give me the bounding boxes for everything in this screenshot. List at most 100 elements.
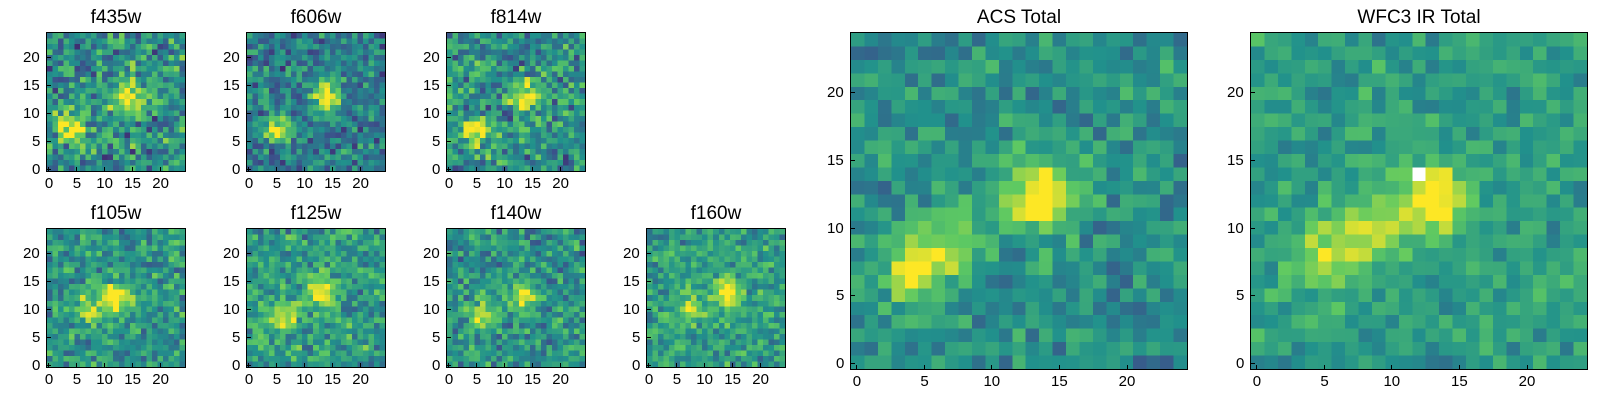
x-tick-mark <box>504 167 506 172</box>
x-tick-label: 15 <box>524 371 541 388</box>
y-tick-label: 15 <box>1227 151 1244 169</box>
y-tick-mark <box>446 140 451 142</box>
x-tick-mark <box>276 363 278 368</box>
y-tick-mark <box>246 364 251 366</box>
x-tick-label: 10 <box>496 371 513 388</box>
y-tick-label: 0 <box>32 160 41 178</box>
heatmap-image <box>246 32 386 172</box>
y-tick-mark <box>850 159 855 161</box>
x-tick-mark <box>1391 365 1393 370</box>
x-tick-label: 10 <box>296 175 313 192</box>
y-tick-mark <box>446 336 451 338</box>
x-tick-mark <box>304 363 306 368</box>
y-tick-mark <box>46 336 51 338</box>
x-tick-mark <box>1059 365 1061 370</box>
y-tick-label: 5 <box>432 328 441 346</box>
x-tick-label: 10 <box>496 175 513 192</box>
y-tick-mark <box>246 56 251 58</box>
y-tick-mark <box>246 168 251 170</box>
y-tick-mark <box>46 308 51 310</box>
x-tick-mark <box>360 167 362 172</box>
y-tick-label: 20 <box>423 48 440 66</box>
x-tick-mark <box>923 365 925 370</box>
x-tick-mark <box>732 363 734 368</box>
x-tick-label: 20 <box>752 371 769 388</box>
panel-f160w: f160w 0 5 10 15 20 0 5 10 15 20 <box>623 203 786 387</box>
x-tick-mark <box>160 167 162 172</box>
heatmap-image <box>446 32 586 172</box>
x-tick-label: 5 <box>72 175 82 192</box>
panel-title: f606w <box>290 7 342 28</box>
x-tick-label: 5 <box>272 175 282 192</box>
y-tick-mark <box>246 252 251 254</box>
y-tick-label: 5 <box>232 132 241 150</box>
panel-title: ACS Total <box>976 7 1062 28</box>
heatmap-image <box>46 228 186 368</box>
panel-f606w: f606w 0 5 10 15 20 0 5 10 15 20 <box>223 7 386 191</box>
x-tick-label: 5 <box>920 373 929 390</box>
y-tick-mark <box>46 112 51 114</box>
y-tick-mark <box>446 252 451 254</box>
x-tick-label: 10 <box>96 371 113 388</box>
x-tick-label: 10 <box>1383 373 1401 390</box>
y-tick-label: 15 <box>23 76 40 94</box>
y-tick-mark <box>446 308 451 310</box>
y-tick-label: 15 <box>827 151 844 169</box>
x-tick-label: 15 <box>724 371 741 388</box>
x-tick-label: 15 <box>324 371 341 388</box>
y-tick-mark <box>46 168 51 170</box>
x-tick-mark <box>560 167 562 172</box>
heatmap-image <box>246 228 386 368</box>
x-tick-mark <box>560 363 562 368</box>
y-tick-mark <box>46 56 51 58</box>
y-tick-label: 0 <box>1236 354 1245 372</box>
y-tick-mark <box>850 295 855 297</box>
y-tick-label: 5 <box>836 287 845 305</box>
y-tick-label: 10 <box>23 104 40 122</box>
y-tick-label: 20 <box>223 48 240 66</box>
x-tick-mark <box>856 365 858 370</box>
x-tick-mark <box>1526 365 1528 370</box>
y-tick-label: 20 <box>423 244 440 262</box>
y-tick-label: 10 <box>223 104 240 122</box>
panel-wfc3-ir-total: WFC3 IR Total 0 5 10 15 20 0 5 10 15 20 <box>1227 7 1588 389</box>
panel-title: f125w <box>290 203 342 224</box>
heatmap-image <box>646 228 786 368</box>
y-tick-label: 10 <box>827 219 844 237</box>
y-tick-label: 20 <box>623 244 640 262</box>
x-tick-mark <box>760 363 762 368</box>
y-tick-label: 10 <box>223 300 240 318</box>
x-tick-mark <box>704 363 706 368</box>
y-tick-label: 20 <box>1227 84 1244 102</box>
panel-acs-total: ACS Total 0 5 10 15 20 0 5 10 15 20 <box>827 7 1188 389</box>
x-tick-mark <box>104 167 106 172</box>
x-tick-label: 5 <box>272 371 282 388</box>
heatmap-image <box>446 228 586 368</box>
y-tick-label: 15 <box>423 272 440 290</box>
x-tick-mark <box>1126 365 1128 370</box>
y-tick-label: 0 <box>432 356 441 374</box>
y-tick-label: 0 <box>432 160 441 178</box>
x-tick-mark <box>304 167 306 172</box>
y-tick-mark <box>446 112 451 114</box>
panel-title: f160w <box>690 203 742 224</box>
y-tick-mark <box>446 84 451 86</box>
panel-f105w: f105w 0 5 10 15 20 0 5 10 15 20 <box>23 203 186 387</box>
y-tick-label: 5 <box>32 132 41 150</box>
y-tick-label: 0 <box>232 356 241 374</box>
x-tick-mark <box>332 167 334 172</box>
x-tick-label: 0 <box>852 373 862 390</box>
panel-f140w: f140w 0 5 10 15 20 0 5 10 15 20 <box>423 203 586 387</box>
y-tick-mark <box>46 140 51 142</box>
x-tick-label: 20 <box>152 175 169 192</box>
y-tick-mark <box>46 280 51 282</box>
panel-title: WFC3 IR Total <box>1357 7 1481 28</box>
y-tick-mark <box>1250 362 1255 364</box>
y-tick-label: 20 <box>23 244 40 262</box>
panel-f125w: f125w 0 5 10 15 20 0 5 10 15 20 <box>223 203 386 387</box>
panel-title: f814w <box>490 7 542 28</box>
x-tick-label: 5 <box>672 371 682 388</box>
x-tick-label: 15 <box>524 175 541 192</box>
x-tick-mark <box>332 363 334 368</box>
x-tick-mark <box>1459 365 1461 370</box>
